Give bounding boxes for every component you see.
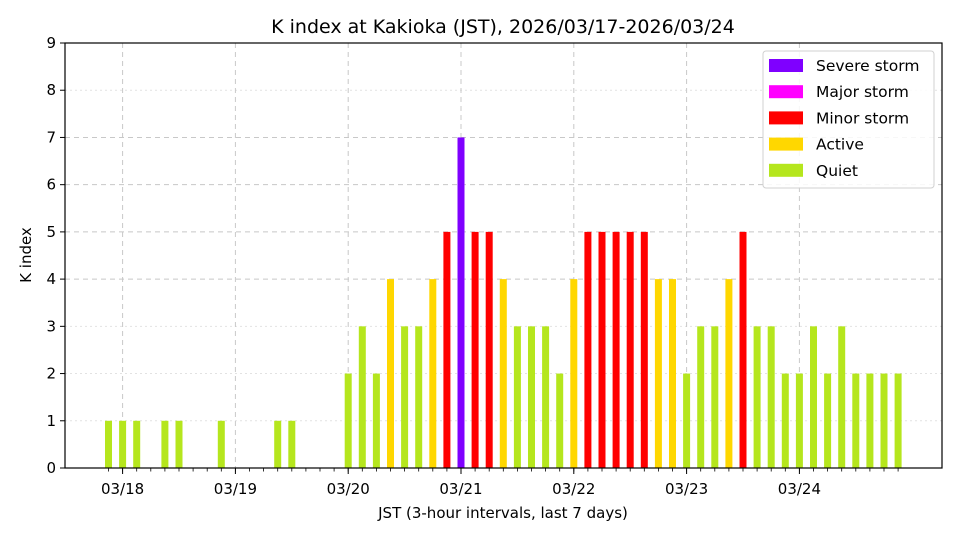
- y-tick-label: 1: [46, 412, 56, 430]
- bar: [810, 326, 817, 468]
- bar: [725, 279, 733, 468]
- chart-title: K index at Kakioka (JST), 2026/03/17-202…: [271, 16, 735, 38]
- bar: [626, 231, 634, 468]
- bar: [683, 373, 691, 468]
- bar: [781, 373, 789, 468]
- y-tick-label: 3: [46, 317, 56, 335]
- bar: [429, 279, 437, 468]
- bar: [358, 326, 366, 468]
- x-tick-label: 03/23: [665, 480, 708, 498]
- bar: [711, 326, 719, 468]
- bar: [175, 420, 183, 468]
- bar: [528, 326, 535, 468]
- y-tick-label: 9: [46, 34, 56, 52]
- bar: [654, 279, 662, 468]
- bar: [274, 420, 282, 468]
- y-axis: 0 1 2 3 4 5 6 7 8 9: [46, 34, 65, 477]
- bar: [739, 231, 747, 468]
- legend-swatch: [769, 111, 803, 125]
- legend-swatch: [769, 59, 803, 72]
- bar: [838, 326, 846, 468]
- x-tick-label: 03/18: [101, 480, 144, 498]
- bar: [457, 137, 465, 468]
- bar: [485, 231, 493, 468]
- y-tick-label: 4: [46, 270, 56, 288]
- bar: [612, 231, 620, 468]
- bar: [795, 373, 803, 468]
- legend-entry: Major storm: [816, 83, 909, 101]
- bar: [894, 373, 902, 468]
- bar: [217, 420, 225, 468]
- x-tick-label: 03/20: [327, 480, 370, 498]
- legend-swatch: [769, 85, 803, 99]
- legend-entry: Minor storm: [816, 109, 909, 127]
- bar: [344, 373, 352, 468]
- bar: [471, 231, 479, 468]
- y-tick-label: 5: [46, 223, 56, 241]
- legend-entry: Severe storm: [816, 57, 919, 75]
- bar: [443, 231, 451, 468]
- bar: [105, 420, 112, 468]
- bar: [542, 326, 550, 468]
- y-tick-label: 2: [46, 365, 56, 383]
- x-tick-label: 03/19: [214, 480, 257, 498]
- bar: [866, 373, 874, 468]
- y-tick-label: 7: [46, 128, 56, 146]
- x-axis: 03/18 03/19 03/20 03/21 03/22 03/23 03/24: [101, 468, 899, 498]
- bar: [669, 279, 676, 468]
- x-axis-label: JST (3-hour intervals, last 7 days): [377, 504, 628, 522]
- legend-entry: Active: [816, 136, 864, 154]
- bar: [556, 373, 564, 468]
- y-axis-label: K index: [17, 227, 35, 283]
- bar: [161, 420, 169, 468]
- bar: [513, 326, 521, 468]
- bar: [767, 326, 775, 468]
- x-tick-label: 03/22: [552, 480, 595, 498]
- bar: [288, 420, 296, 468]
- legend-swatch: [769, 163, 803, 177]
- bar: [133, 420, 141, 468]
- bar: [387, 279, 394, 468]
- bar: [415, 326, 423, 468]
- bar: [598, 231, 606, 468]
- bar: [372, 373, 380, 468]
- x-tick-label: 03/24: [778, 480, 821, 498]
- bar: [584, 231, 592, 468]
- bar: [697, 326, 705, 468]
- bar: [119, 420, 127, 468]
- bar: [401, 326, 409, 468]
- bar: [499, 279, 507, 468]
- bar: [753, 326, 761, 468]
- y-tick-label: 0: [46, 459, 56, 477]
- bars-layer: [105, 137, 902, 468]
- legend: Severe storm Major storm Minor storm Active…: [762, 50, 935, 189]
- bar: [640, 231, 648, 468]
- legend-entry: Quiet: [816, 162, 858, 180]
- x-tick-label: 03/21: [439, 480, 482, 498]
- y-tick-label: 8: [46, 81, 56, 99]
- y-tick-label: 6: [46, 176, 56, 194]
- bar: [880, 373, 888, 468]
- bar: [852, 373, 860, 468]
- bar: [570, 279, 578, 468]
- legend-box: [762, 50, 935, 189]
- legend-swatch: [769, 137, 803, 151]
- bar: [824, 373, 832, 468]
